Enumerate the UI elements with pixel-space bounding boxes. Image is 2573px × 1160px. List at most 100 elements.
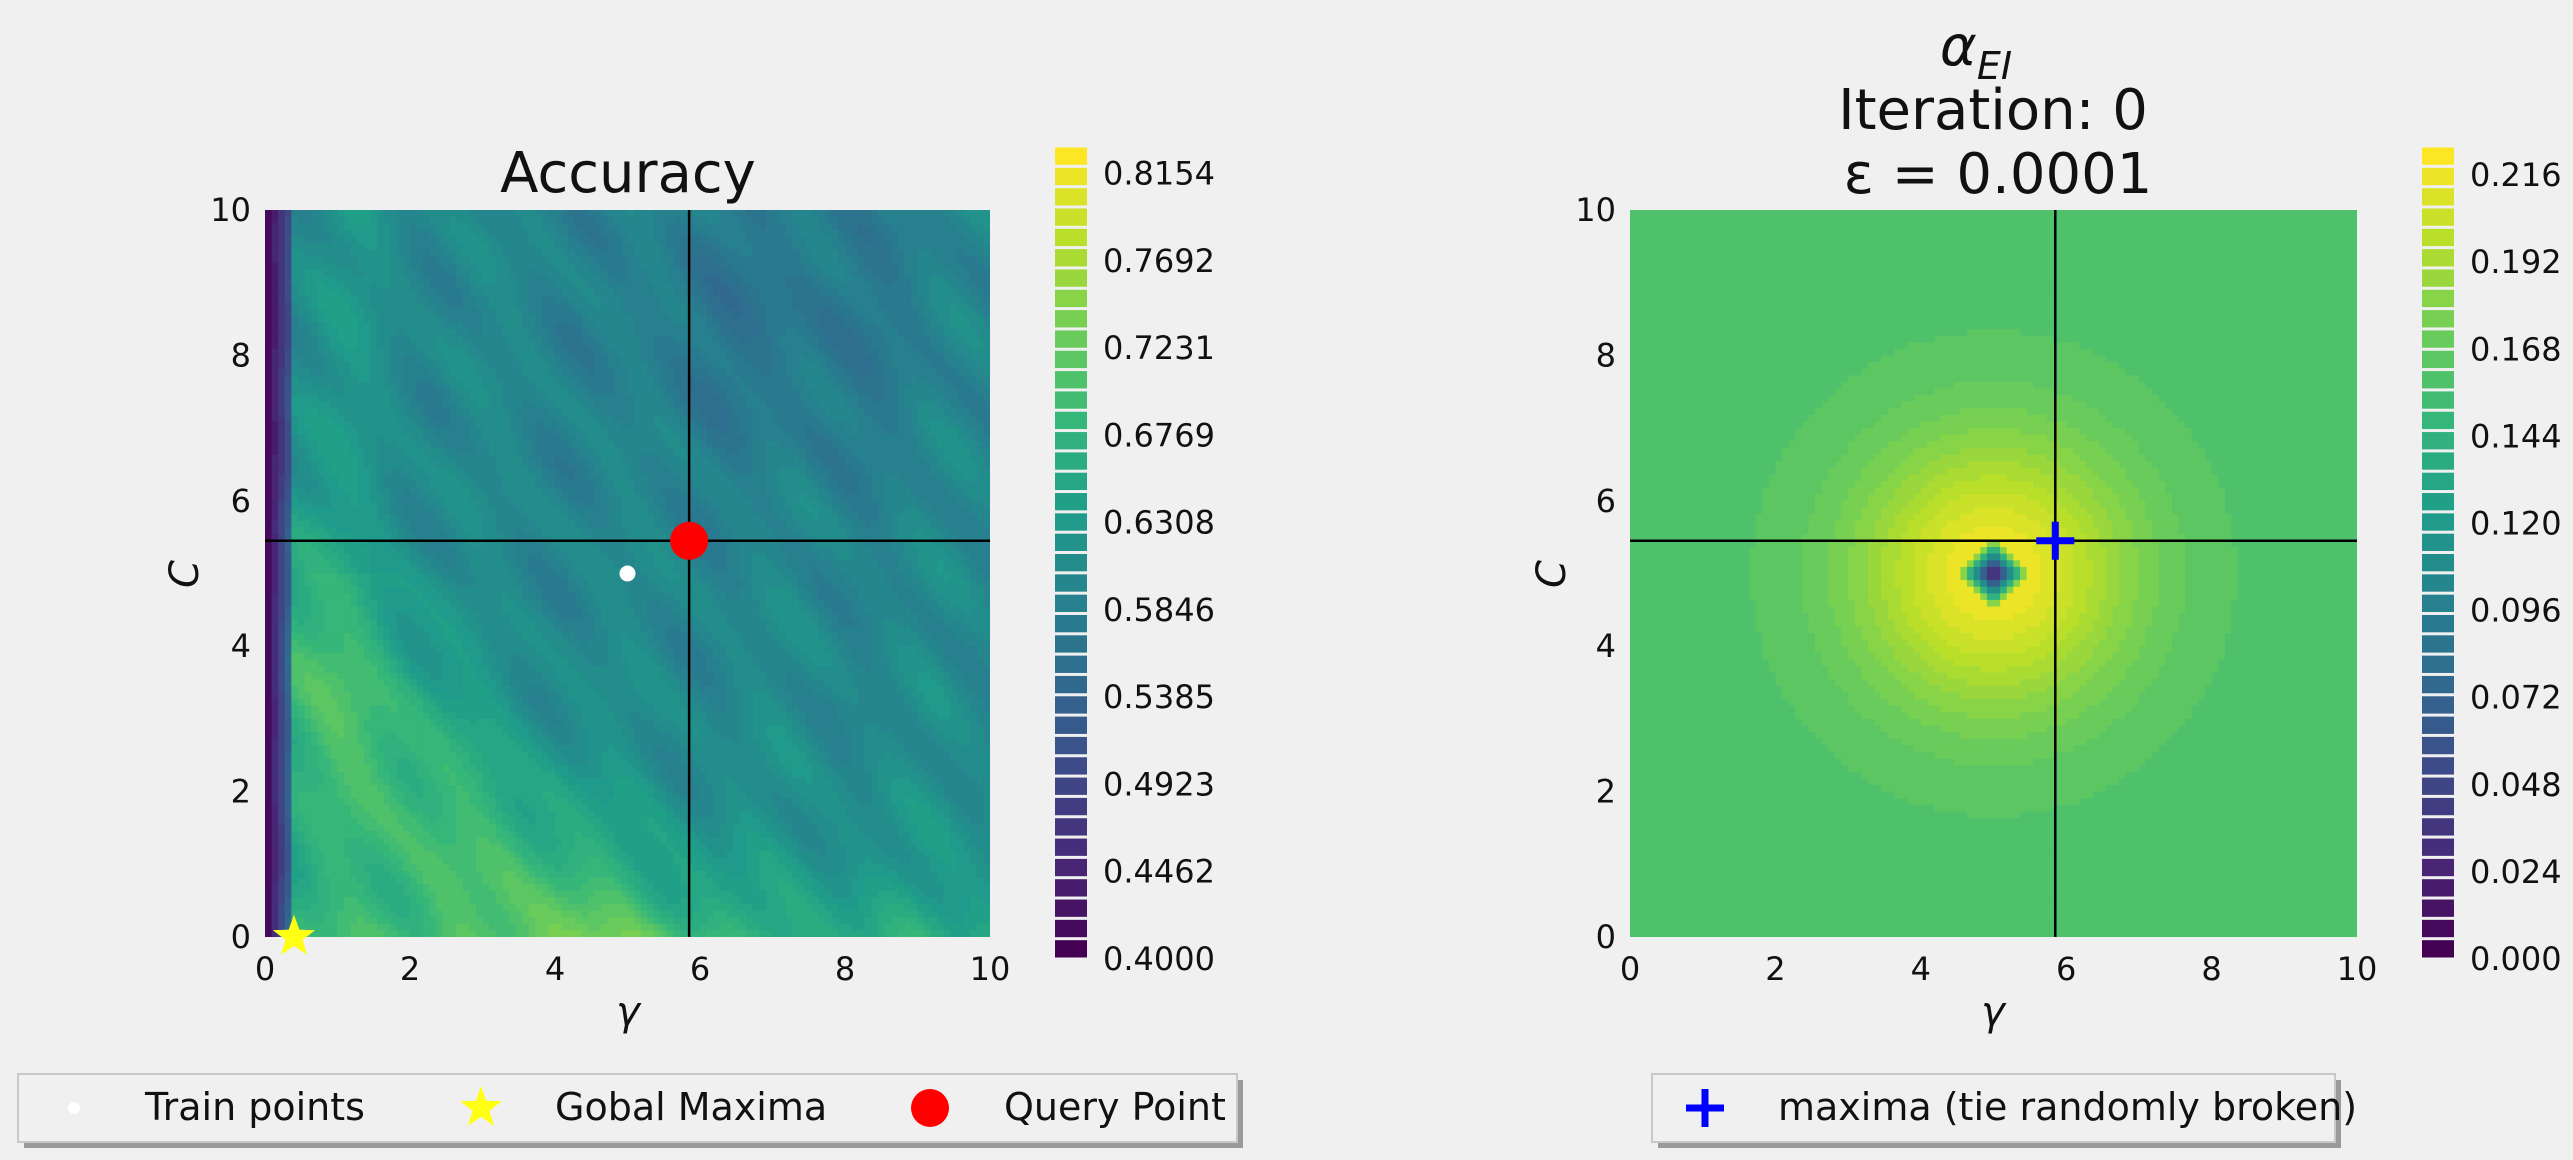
heatmap-cell [495, 223, 503, 231]
heatmap-cell [528, 679, 536, 687]
heatmap-cell [350, 355, 358, 363]
heatmap-cell [363, 533, 372, 542]
heatmap-cell [410, 586, 418, 594]
heatmap-cell [330, 784, 339, 793]
heatmap-cell [515, 414, 523, 423]
heatmap-cell [291, 216, 299, 224]
heatmap-cell [548, 864, 556, 872]
heatmap-cell [403, 560, 411, 568]
heatmap-cell [278, 818, 286, 826]
heatmap-cell [271, 276, 279, 284]
heatmap-cell [416, 718, 424, 727]
heatmap-cell [508, 599, 517, 608]
heatmap-cell [410, 487, 418, 495]
heatmap-cell [495, 593, 503, 601]
heatmap-cell [284, 276, 292, 284]
heatmap-cell [284, 262, 292, 271]
heatmap-cell [436, 745, 444, 753]
heatmap-cell [502, 355, 510, 363]
heatmap-cell [515, 362, 523, 370]
heatmap-cell [442, 619, 451, 627]
heatmap-cell [482, 210, 490, 218]
heatmap-cell [311, 447, 319, 456]
heatmap-cell [528, 395, 536, 403]
heatmap-cell [370, 692, 378, 700]
heatmap-cell [535, 467, 543, 475]
heatmap-cell [528, 712, 536, 720]
heatmap-cell [469, 890, 477, 898]
heatmap-cell [363, 514, 372, 522]
heatmap-cell [297, 718, 306, 727]
heatmap-cell [522, 408, 530, 416]
heatmap-cell [297, 857, 306, 865]
heatmap-cell [377, 824, 385, 832]
heatmap-cell [363, 454, 372, 462]
heatmap-cell [350, 666, 358, 674]
heatmap-cell [291, 566, 299, 575]
heatmap-cell [350, 560, 358, 568]
heatmap-cell [265, 474, 273, 482]
heatmap-cell [337, 619, 345, 627]
heatmap-cell [475, 659, 484, 667]
heatmap-cell [383, 441, 391, 449]
heatmap-cell [377, 765, 385, 773]
heatmap-cell [535, 890, 543, 898]
heatmap-cell [436, 672, 444, 680]
heatmap-cell [350, 223, 358, 231]
heatmap-cell [311, 256, 319, 264]
heatmap-cell [429, 897, 437, 905]
heatmap-cell [528, 295, 536, 304]
heatmap-cell [429, 566, 437, 575]
heatmap-cell [469, 421, 477, 429]
heatmap-cell [278, 897, 286, 905]
heatmap-cell [475, 395, 484, 403]
heatmap-cell [548, 639, 556, 647]
heatmap-cell [265, 732, 273, 740]
heatmap-cell [265, 216, 273, 224]
heatmap-cell [370, 355, 378, 363]
heatmap-cell [304, 428, 312, 436]
heatmap-cell [555, 276, 563, 284]
heatmap-cell [508, 870, 517, 879]
heatmap-cell [344, 421, 352, 429]
heatmap-cell [436, 666, 444, 674]
heatmap-cell [396, 619, 405, 627]
heatmap-cell [317, 428, 325, 436]
heatmap-cell [522, 342, 530, 350]
heatmap-cell [442, 732, 451, 740]
heatmap-cell [377, 884, 385, 892]
heatmap-cell [416, 864, 424, 872]
heatmap-cell [284, 613, 292, 621]
heatmap-cell [423, 315, 431, 323]
heatmap-cell [410, 679, 418, 687]
heatmap-cell [377, 355, 385, 363]
heatmap-cell [555, 818, 563, 826]
heatmap-cell [548, 923, 556, 931]
heatmap-cell [423, 414, 431, 423]
heatmap-cell [515, 798, 523, 806]
heatmap-cell [429, 480, 437, 489]
heatmap-cell [271, 923, 279, 931]
heatmap-cell [456, 507, 464, 515]
heatmap-cell [350, 514, 358, 522]
heatmap-cell [410, 613, 418, 621]
heatmap-cell [317, 368, 325, 376]
heatmap-cell [535, 573, 543, 581]
heatmap-cell [548, 897, 556, 905]
heatmap-cell [265, 434, 273, 442]
heatmap-cell [370, 897, 378, 905]
heatmap-cell [489, 738, 497, 746]
heatmap-cell [522, 302, 530, 310]
heatmap-cell [344, 725, 352, 733]
heatmap-cell [410, 494, 418, 502]
heatmap-cell [535, 666, 543, 674]
heatmap-cell [429, 514, 437, 522]
heatmap-cell [390, 897, 398, 905]
heatmap-cell [291, 679, 299, 687]
heatmap-cell [363, 606, 372, 614]
heatmap-cell [462, 771, 470, 779]
heatmap-cell [541, 580, 550, 588]
heatmap-cell [456, 236, 464, 244]
heatmap-cell [370, 599, 378, 608]
heatmap-cell [489, 295, 497, 304]
